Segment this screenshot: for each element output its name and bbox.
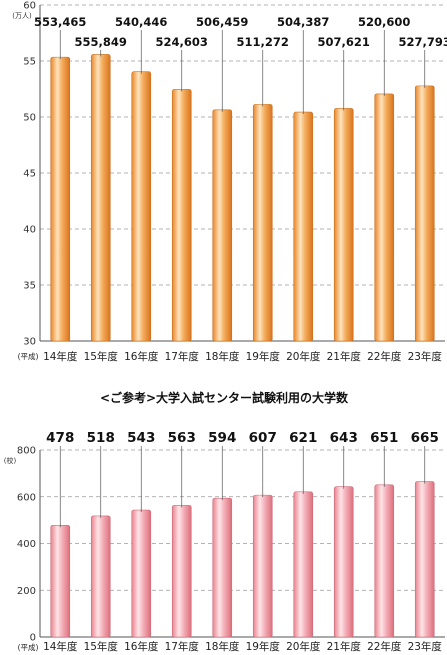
category-label: 17年度: [165, 640, 200, 653]
data-label: 540,446: [115, 15, 167, 29]
bar: [252, 104, 273, 342]
y-tick-label: 0: [30, 633, 36, 644]
universities-bars: [50, 481, 435, 638]
bar: [374, 484, 395, 638]
applicants-era-prefix: (平成): [18, 351, 39, 361]
bar: [131, 509, 152, 638]
category-label: 23年度: [408, 350, 443, 363]
universities-chart-title: <ご参考>大学入試センター試験利用の大学数: [100, 390, 349, 405]
universities-category-labels: 14年度 15年度 16年度 17年度 18年度 19年度 20年度 21年度 22年度 23年度: [43, 640, 442, 653]
y-tick-label: 55: [23, 57, 36, 68]
data-label: 527,793: [399, 35, 447, 49]
category-label: 17年度: [165, 350, 200, 363]
category-label: 14年度: [43, 350, 78, 363]
data-label: 520,600: [358, 15, 410, 29]
data-label: 524,603: [156, 35, 208, 49]
data-label: 665: [411, 430, 439, 446]
category-label: 16年度: [124, 350, 159, 363]
bar: [50, 524, 71, 638]
category-label: 22年度: [367, 350, 402, 363]
universities-y-unit: (校): [4, 456, 17, 465]
universities-era-prefix: (平成): [18, 642, 39, 652]
bar: [374, 93, 395, 342]
bar: [212, 497, 233, 638]
category-label: 15年度: [84, 350, 119, 363]
category-label: 18年度: [205, 640, 240, 653]
data-label: 543: [127, 430, 155, 446]
universities-y-ticks: 0 200 400 600 800: [17, 446, 36, 644]
y-tick-label: 40: [23, 225, 36, 236]
y-tick-label: 35: [23, 281, 36, 292]
universities-data-labels: 478 518 543 563 594 607 621 643 651 665: [46, 430, 439, 446]
category-label: 19年度: [246, 640, 281, 653]
category-label: 23年度: [408, 640, 443, 653]
data-label: 643: [330, 430, 358, 446]
category-label: 16年度: [124, 640, 159, 653]
data-label: 594: [208, 430, 236, 446]
bar: [171, 505, 192, 638]
y-tick-label: 200: [17, 586, 36, 597]
category-label: 22年度: [367, 640, 402, 653]
universities-chart: 0 200 400 600 800 (校) 478 518 543 563 594 607 621 6…: [4, 430, 445, 653]
bar: [333, 486, 354, 638]
data-label: 563: [168, 430, 196, 446]
bar: [414, 85, 435, 342]
bar: [90, 515, 111, 638]
bar: [131, 71, 152, 342]
category-label: 18年度: [205, 350, 240, 363]
data-label: 506,459: [196, 15, 248, 29]
applicants-y-ticks: 30 35 40 45 50 55 60: [23, 1, 36, 348]
data-label: 518: [87, 430, 115, 446]
data-label: 555,849: [75, 35, 127, 49]
bar: [333, 108, 354, 342]
bar: [212, 109, 233, 342]
bar: [171, 89, 192, 342]
bar: [50, 56, 71, 342]
category-label: 14年度: [43, 640, 78, 653]
data-label: 651: [370, 430, 398, 446]
bar: [293, 491, 314, 638]
data-label: 511,272: [237, 35, 289, 49]
y-tick-label: 30: [23, 337, 36, 348]
category-label: 21年度: [327, 640, 362, 653]
category-label: 20年度: [286, 350, 321, 363]
y-tick-label: 400: [17, 539, 36, 550]
universities-leader-lines: [59, 446, 426, 528]
bar: [90, 54, 111, 342]
applicants-category-labels: 14年度 15年度 16年度 17年度 18年度 19年度 20年度 21年度 22年度 23年度: [43, 350, 442, 363]
category-label: 19年度: [246, 350, 281, 363]
applicants-y-unit: (万人): [12, 12, 32, 20]
y-tick-label: 50: [23, 113, 36, 124]
bar: [252, 494, 273, 638]
data-label: 621: [289, 430, 317, 446]
category-label: 20年度: [286, 640, 321, 653]
data-label: 478: [46, 430, 74, 446]
category-label: 21年度: [327, 350, 362, 363]
bar: [293, 111, 314, 342]
y-tick-label: 600: [17, 492, 36, 503]
applicants-bars: [50, 54, 435, 342]
y-tick-label: 60: [23, 1, 36, 12]
y-tick-label: 45: [23, 169, 36, 180]
data-label: 504,387: [277, 15, 329, 29]
category-label: 15年度: [84, 640, 119, 653]
applicants-leader-lines: [59, 30, 426, 115]
applicants-chart: 30 35 40 45 50 55 60 (万人) 553,465 555,849 540,44…: [12, 1, 447, 364]
data-label: 553,465: [34, 15, 86, 29]
bar: [414, 481, 435, 638]
y-tick-label: 800: [17, 446, 36, 457]
data-label: 507,621: [318, 35, 370, 49]
applicants-data-labels: 553,465 555,849 540,446 524,603 506,459 511,2…: [34, 15, 447, 49]
data-label: 607: [249, 430, 277, 446]
